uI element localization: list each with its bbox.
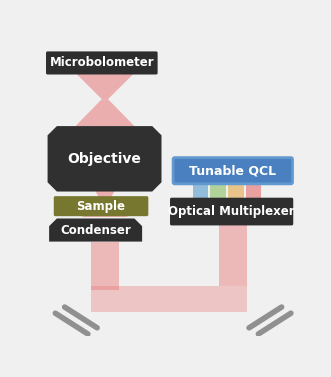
Text: Objective: Objective bbox=[68, 152, 141, 166]
Text: Condenser: Condenser bbox=[60, 224, 131, 236]
Text: Microbolometer: Microbolometer bbox=[50, 57, 154, 69]
Polygon shape bbox=[91, 242, 119, 290]
Polygon shape bbox=[49, 219, 142, 242]
Polygon shape bbox=[219, 224, 247, 286]
Bar bbox=[210, 159, 226, 199]
Text: Sample: Sample bbox=[76, 200, 125, 213]
Bar bbox=[228, 159, 244, 199]
FancyBboxPatch shape bbox=[173, 158, 293, 184]
Text: Tunable QCL: Tunable QCL bbox=[189, 164, 276, 177]
FancyBboxPatch shape bbox=[54, 196, 148, 216]
Polygon shape bbox=[96, 192, 114, 203]
FancyBboxPatch shape bbox=[46, 51, 158, 75]
Polygon shape bbox=[82, 203, 128, 217]
Polygon shape bbox=[75, 73, 134, 99]
Polygon shape bbox=[96, 126, 114, 192]
Bar bbox=[246, 159, 261, 199]
Bar bbox=[193, 159, 208, 199]
FancyBboxPatch shape bbox=[170, 198, 293, 225]
Polygon shape bbox=[75, 99, 134, 126]
Polygon shape bbox=[91, 286, 247, 313]
Polygon shape bbox=[48, 126, 162, 192]
Text: Optical Multiplexer: Optical Multiplexer bbox=[168, 205, 295, 218]
